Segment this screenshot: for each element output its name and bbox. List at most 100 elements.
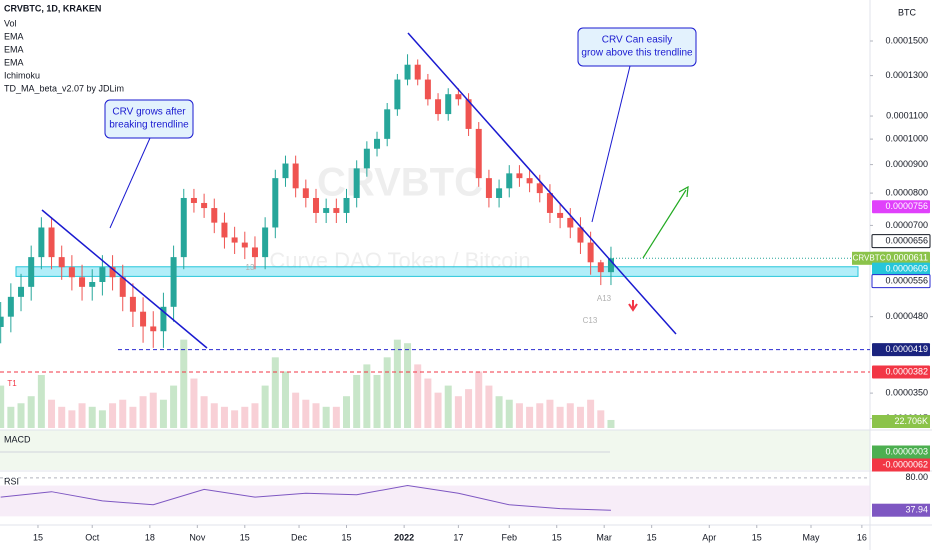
callout-text: grow above this trendline	[581, 48, 693, 59]
pane-title: MACD	[4, 434, 31, 444]
candle-body	[231, 237, 238, 243]
callout-pointer	[591, 65, 631, 223]
rsi-label-box	[872, 503, 930, 517]
x-tick-label: May	[802, 532, 820, 542]
volume-bar	[37, 375, 45, 428]
candle-body	[435, 99, 442, 115]
volume-bar	[414, 364, 422, 428]
candle-body	[302, 188, 309, 198]
volume-bar	[210, 403, 218, 428]
arrow-down	[628, 300, 638, 312]
candle-body	[557, 212, 564, 218]
x-tick-label: Oct	[85, 532, 100, 542]
indicator-name: EMA	[4, 57, 24, 67]
candle-body	[7, 296, 14, 317]
volume-bar	[343, 396, 351, 428]
price-label: 0.0000756	[885, 201, 928, 211]
volume-bar	[139, 396, 147, 428]
candle-body	[496, 188, 503, 198]
candle-body	[282, 163, 289, 179]
callout-pointer	[109, 137, 151, 229]
x-tick-label: 15	[342, 532, 352, 542]
candle-body	[180, 197, 187, 258]
symbol-box	[852, 251, 886, 265]
candle-body	[506, 173, 513, 189]
x-tick-label: Mar	[596, 532, 612, 542]
volume-label: 22.706K	[894, 416, 928, 426]
indicator-name: TD_MA_beta_v2.07 by JDLim	[4, 83, 124, 93]
candle-body	[0, 316, 4, 327]
candle-body	[394, 79, 401, 110]
watermark: CRVBTC	[317, 161, 483, 205]
volume-bar	[576, 406, 584, 428]
symbol-title: CRVBTC, 1D, KRAKEN	[4, 3, 101, 13]
price-label: 0.0000556	[885, 276, 928, 286]
x-tick-label: 18	[145, 532, 155, 542]
candle-body	[190, 197, 197, 203]
candle-body	[374, 138, 381, 149]
volume-bar	[485, 385, 493, 428]
macd-label: -0.0000062	[882, 459, 928, 469]
x-tick-label: 15	[647, 532, 657, 542]
volume-bar	[454, 396, 462, 428]
support-zone	[15, 266, 859, 277]
volume-bar	[292, 392, 300, 428]
x-tick-label: Apr	[702, 532, 716, 542]
x-tick-label: 15	[552, 532, 562, 542]
volume-bar	[241, 406, 249, 428]
pane-title: RSI	[4, 476, 19, 486]
price-label-box	[872, 251, 930, 265]
candle-body	[323, 208, 330, 213]
volume-bar	[444, 385, 452, 428]
candle-body	[262, 227, 269, 258]
candle-body	[414, 64, 421, 80]
volume-bar	[190, 378, 198, 428]
volume-bar	[200, 396, 208, 428]
volume-bar	[159, 399, 167, 428]
y-tick-label: 0.0001100	[886, 110, 928, 120]
volume-bar	[58, 406, 66, 428]
price-label-box	[872, 343, 930, 357]
x-tick-label: 2022	[394, 532, 414, 542]
x-tick-label: Feb	[501, 532, 517, 542]
volume-bar	[281, 371, 289, 428]
volume-bar	[536, 403, 544, 428]
candle-body	[475, 128, 482, 179]
volume-bar	[220, 406, 228, 428]
macd-pane	[0, 430, 870, 470]
candle-body	[140, 311, 147, 327]
candle-body	[516, 173, 523, 179]
volume-bar	[261, 385, 269, 428]
volume-label-box	[872, 415, 930, 428]
candle-body	[465, 99, 472, 129]
volume-bar	[180, 339, 188, 428]
symbol-label: CRVBTC	[853, 253, 886, 262]
volume-bar	[465, 389, 473, 428]
macd-label-box	[872, 445, 930, 459]
callout-text: CRV grows after	[112, 107, 186, 118]
candle-body	[526, 178, 533, 184]
trendline	[407, 32, 677, 335]
arrow-up	[642, 189, 687, 259]
x-tick-label: Dec	[291, 532, 308, 542]
arrow-head	[678, 185, 689, 198]
unit: BTC	[898, 7, 917, 17]
price-label: 0.0000656	[885, 235, 928, 245]
macd-label: 0.0000003	[885, 446, 928, 456]
y-tick-label: 0.0000350	[885, 387, 928, 397]
candle-body	[99, 267, 106, 282]
volume-bar	[404, 343, 412, 428]
price-label-box	[872, 365, 930, 379]
candle-body	[38, 227, 45, 258]
volume-bar	[424, 378, 432, 428]
candle-body	[424, 79, 431, 100]
candle-body	[241, 242, 248, 248]
rsi-tick-label: 80.00	[905, 472, 928, 482]
candle-body	[221, 222, 228, 238]
callout-text: breaking trendline	[109, 120, 189, 131]
candle-body	[109, 267, 116, 278]
volume-bar	[312, 403, 320, 428]
x-tick-label: Nov	[189, 532, 206, 542]
price-label: 0.0000611	[886, 253, 928, 263]
